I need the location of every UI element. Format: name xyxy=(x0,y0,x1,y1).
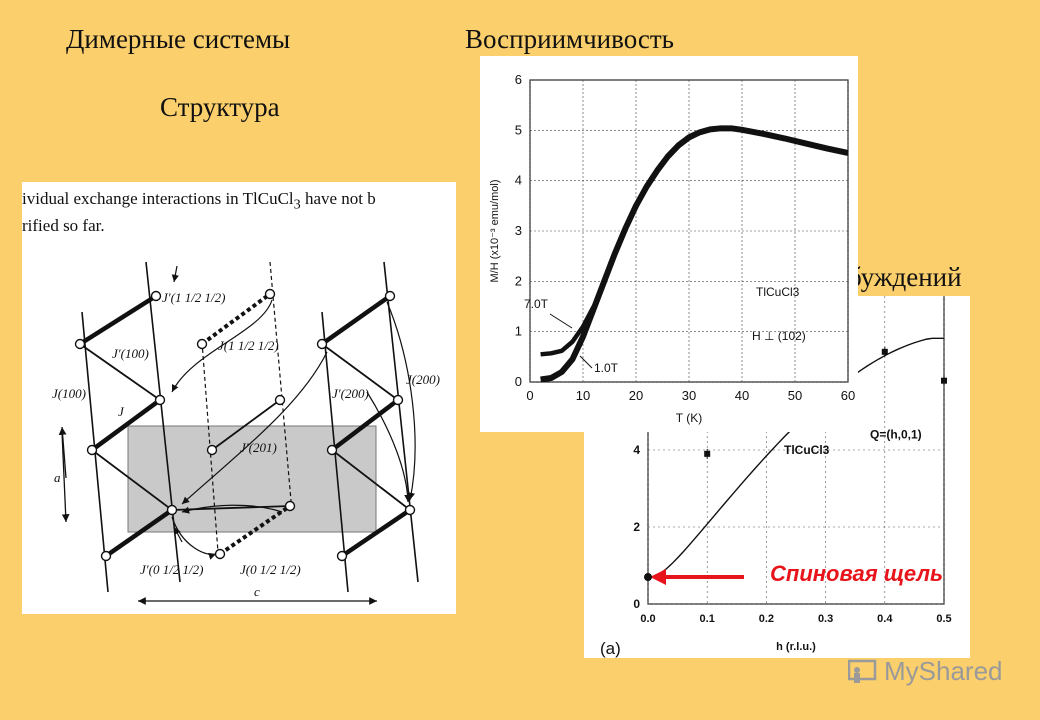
compound-label: TlCuCl3 xyxy=(784,443,830,457)
label-j-prime-100: J′(100) xyxy=(112,346,149,361)
x-tick-label: 0.0 xyxy=(640,613,655,625)
label-j-prime-201: J′(201) xyxy=(240,440,277,455)
y-axis-label: M/H (x10⁻³ emu/mol) xyxy=(489,180,501,283)
q-label: Q=(h,0,1) xyxy=(870,427,922,441)
annotation-compound: TlCuCl3 xyxy=(756,285,800,299)
y-tick-label: 3 xyxy=(515,223,522,238)
x-tick-label: 50 xyxy=(788,388,802,403)
data-point xyxy=(941,377,947,384)
series-line-7-0t xyxy=(540,305,596,357)
spin-gap-label: Спиновая щель xyxy=(770,561,943,586)
label-a: a xyxy=(54,470,61,485)
susceptibility-panel: 0 10 20 30 40 50 60 0 1 2 3 4 5 6 T (K) M/H (x10⁻³ emu/… xyxy=(480,56,858,432)
structure-diagram: J′(1 1/2 1/2) J(1 1/2 1/2) J′(100) J(100… xyxy=(52,261,440,605)
y-tick-label: 1 xyxy=(515,324,522,339)
annotation-pointer xyxy=(579,355,593,369)
heading-susceptibility: Восприимчивость xyxy=(465,24,674,54)
x-tick-label: 40 xyxy=(735,388,749,403)
label-j-0-half: J(0 1/2 1/2) xyxy=(240,562,301,577)
gap-arrow-head xyxy=(650,569,666,586)
structure-caption: ividual exchange interactions in TlCuCl3… xyxy=(22,188,452,237)
x-tick-label: 20 xyxy=(629,388,643,403)
x-tick-label: 10 xyxy=(576,388,590,403)
series-line-1-0t xyxy=(540,125,849,383)
annotation-field-direction: H ⊥ (102) xyxy=(752,329,806,343)
plot-frame xyxy=(647,296,945,605)
annotation-1t: 1.0T xyxy=(594,361,619,375)
x-axis-label: h (r.l.u.) xyxy=(776,641,816,653)
heading-excitations: буждений xyxy=(848,262,962,292)
data-point xyxy=(704,450,711,457)
y-tick-label: 4 xyxy=(633,443,640,457)
y-tick-label: 5 xyxy=(515,122,522,137)
y-tick-label: 0 xyxy=(515,374,522,389)
x-tick-label: 0.1 xyxy=(700,613,715,625)
gap-point xyxy=(644,573,652,582)
data-point xyxy=(881,348,888,355)
caption-line-2: rified so far. xyxy=(22,216,105,236)
x-tick-label: 0.2 xyxy=(759,613,774,625)
annotation-pointer xyxy=(549,313,573,329)
label-j-prime-0-half: J′(0 1/2 1/2) xyxy=(140,562,204,577)
structure-figure: ividual exchange interactions in TlCuCl3… xyxy=(22,182,456,614)
teacher-board-icon xyxy=(848,659,877,683)
susceptibility-chart: 0 10 20 30 40 50 60 0 1 2 3 4 5 6 T (K) M/H (x10⁻³ emu/… xyxy=(489,72,855,425)
x-tick-label: 60 xyxy=(841,388,855,403)
panel-tag: (a) xyxy=(600,639,621,658)
y-tick-label: 6 xyxy=(515,72,522,87)
label-j-1-half: J(1 1/2 1/2) xyxy=(218,338,279,353)
annotation-7t: 7.0T xyxy=(524,297,549,311)
x-tick-label: 0 xyxy=(526,388,533,403)
y-tick-label: 4 xyxy=(515,173,522,188)
label-j: J xyxy=(118,404,125,419)
watermark-text: MyShared xyxy=(884,656,1003,686)
heading-structure: Структура xyxy=(160,92,280,122)
x-tick-label: 30 xyxy=(682,388,696,403)
x-tick-label: 0.3 xyxy=(818,613,833,625)
x-tick-label: 0.5 xyxy=(936,613,951,625)
label-j-prime-200: J′(200) xyxy=(332,386,369,401)
x-tick-label: 0.4 xyxy=(877,613,893,625)
watermark: MyShared xyxy=(848,656,1003,687)
label-j-100: J(100) xyxy=(52,386,86,401)
y-tick-label: 2 xyxy=(515,273,522,288)
y-tick-label: 0 xyxy=(633,597,640,611)
caption-line-1: ividual exchange interactions in TlCuCl xyxy=(22,189,294,208)
label-c: c xyxy=(254,584,260,599)
x-axis-label: T (K) xyxy=(676,411,702,425)
heading-dimer-systems: Димерные системы xyxy=(66,24,291,54)
label-j-200: J(200) xyxy=(406,372,440,387)
y-tick-label: 2 xyxy=(633,520,640,534)
label-j-prime-1-half-top: J′(1 1/2 1/2) xyxy=(162,290,226,305)
